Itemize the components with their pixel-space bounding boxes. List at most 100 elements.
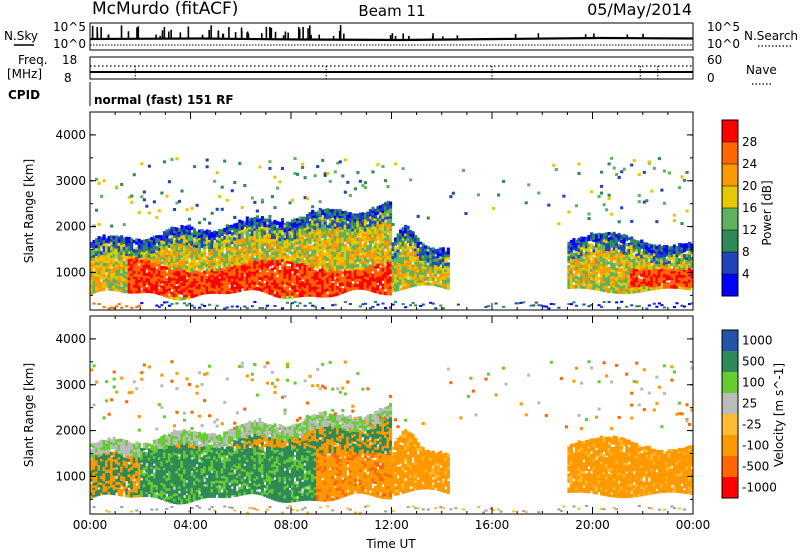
power-cell <box>321 282 325 286</box>
power-cell <box>404 250 408 255</box>
power-cell <box>225 288 229 292</box>
power-cell <box>592 245 596 250</box>
power-cell <box>338 237 342 242</box>
velocity-cell <box>95 481 99 486</box>
power-cell <box>376 273 380 277</box>
power-cell <box>602 252 606 257</box>
velocity-cell <box>105 482 109 487</box>
velocity-cell <box>120 474 124 478</box>
power-cell <box>308 223 312 227</box>
power-cell <box>318 237 322 241</box>
power-cell <box>213 282 217 287</box>
power-cell <box>303 277 307 281</box>
power-cell <box>187 265 192 270</box>
power-cell <box>371 258 375 262</box>
power-cell <box>228 268 232 272</box>
power-cell <box>95 258 99 262</box>
power-cell <box>577 271 581 275</box>
power-cell <box>655 270 659 274</box>
power-cell <box>343 256 347 260</box>
power-cell <box>346 265 350 269</box>
power-cell <box>587 212 591 216</box>
power-cell <box>318 240 322 244</box>
power-cell <box>275 250 280 255</box>
velocity-cell <box>92 463 96 468</box>
power-cell <box>263 257 267 262</box>
power-cell <box>120 249 124 253</box>
power-cell <box>419 271 423 275</box>
power-cell <box>368 233 372 237</box>
power-cell <box>358 249 362 254</box>
power-cell <box>110 276 114 280</box>
power-cell <box>145 204 149 208</box>
power-cell <box>582 263 586 268</box>
power-cell <box>100 194 104 198</box>
power-cell <box>238 288 242 293</box>
power-cell <box>376 290 380 294</box>
power-cell <box>652 262 656 267</box>
power-cell <box>248 218 252 221</box>
velocity-cell <box>105 480 109 484</box>
power-cell <box>172 243 177 246</box>
power-cell <box>383 208 388 212</box>
power-cell <box>223 260 227 265</box>
velocity-cell <box>90 464 94 468</box>
power-cell <box>170 265 174 269</box>
power-cell <box>642 288 646 292</box>
power-cell <box>97 273 101 278</box>
power-cell <box>366 267 370 271</box>
power-cell <box>260 287 264 292</box>
power-cell <box>316 248 320 253</box>
power-cell <box>240 269 244 273</box>
power-cell <box>567 258 571 262</box>
power-cell <box>602 268 606 273</box>
power-cell <box>368 238 372 242</box>
power-cell <box>240 256 244 261</box>
power-cell <box>185 242 189 246</box>
power-cell <box>368 270 372 274</box>
velocity-cell <box>95 478 99 482</box>
power-cell <box>190 234 194 238</box>
power-cell <box>444 253 448 258</box>
power-cell <box>404 238 408 241</box>
power-cell <box>253 249 257 253</box>
power-cell <box>97 181 101 185</box>
power-cell <box>353 248 357 253</box>
power-cell <box>316 284 320 288</box>
velocity-cell <box>95 444 99 448</box>
velocity-cell <box>110 443 114 448</box>
power-cell <box>275 237 280 241</box>
power-cell <box>187 284 192 288</box>
power-cell <box>685 209 689 213</box>
power-cell <box>650 247 654 250</box>
power-cell <box>285 295 290 299</box>
velocity-cell <box>107 456 111 461</box>
power-cell <box>195 231 199 235</box>
power-cell <box>137 211 141 215</box>
power-cell <box>185 244 189 249</box>
power-cell <box>117 253 121 258</box>
power-cell <box>105 240 109 243</box>
power-cell <box>607 196 611 200</box>
power-cell <box>177 290 182 295</box>
power-cell <box>263 265 267 270</box>
velocity-cell <box>115 449 119 453</box>
power-cell <box>682 254 687 258</box>
power-cell <box>662 259 666 263</box>
power-cell <box>607 283 611 287</box>
power-cell <box>145 281 149 285</box>
power-cell <box>250 232 254 237</box>
power-cell <box>592 262 596 266</box>
power-cell <box>358 246 362 251</box>
velocity-cell <box>107 480 111 484</box>
power-cell <box>258 242 262 247</box>
power-cell <box>602 260 606 264</box>
power-cell <box>270 278 275 283</box>
power-cell <box>268 276 272 281</box>
power-cell <box>627 245 631 250</box>
power-cell <box>155 246 159 250</box>
power-cell <box>160 304 164 307</box>
power-cell <box>574 204 579 208</box>
power-cell <box>579 269 584 274</box>
power-cell <box>190 267 194 271</box>
